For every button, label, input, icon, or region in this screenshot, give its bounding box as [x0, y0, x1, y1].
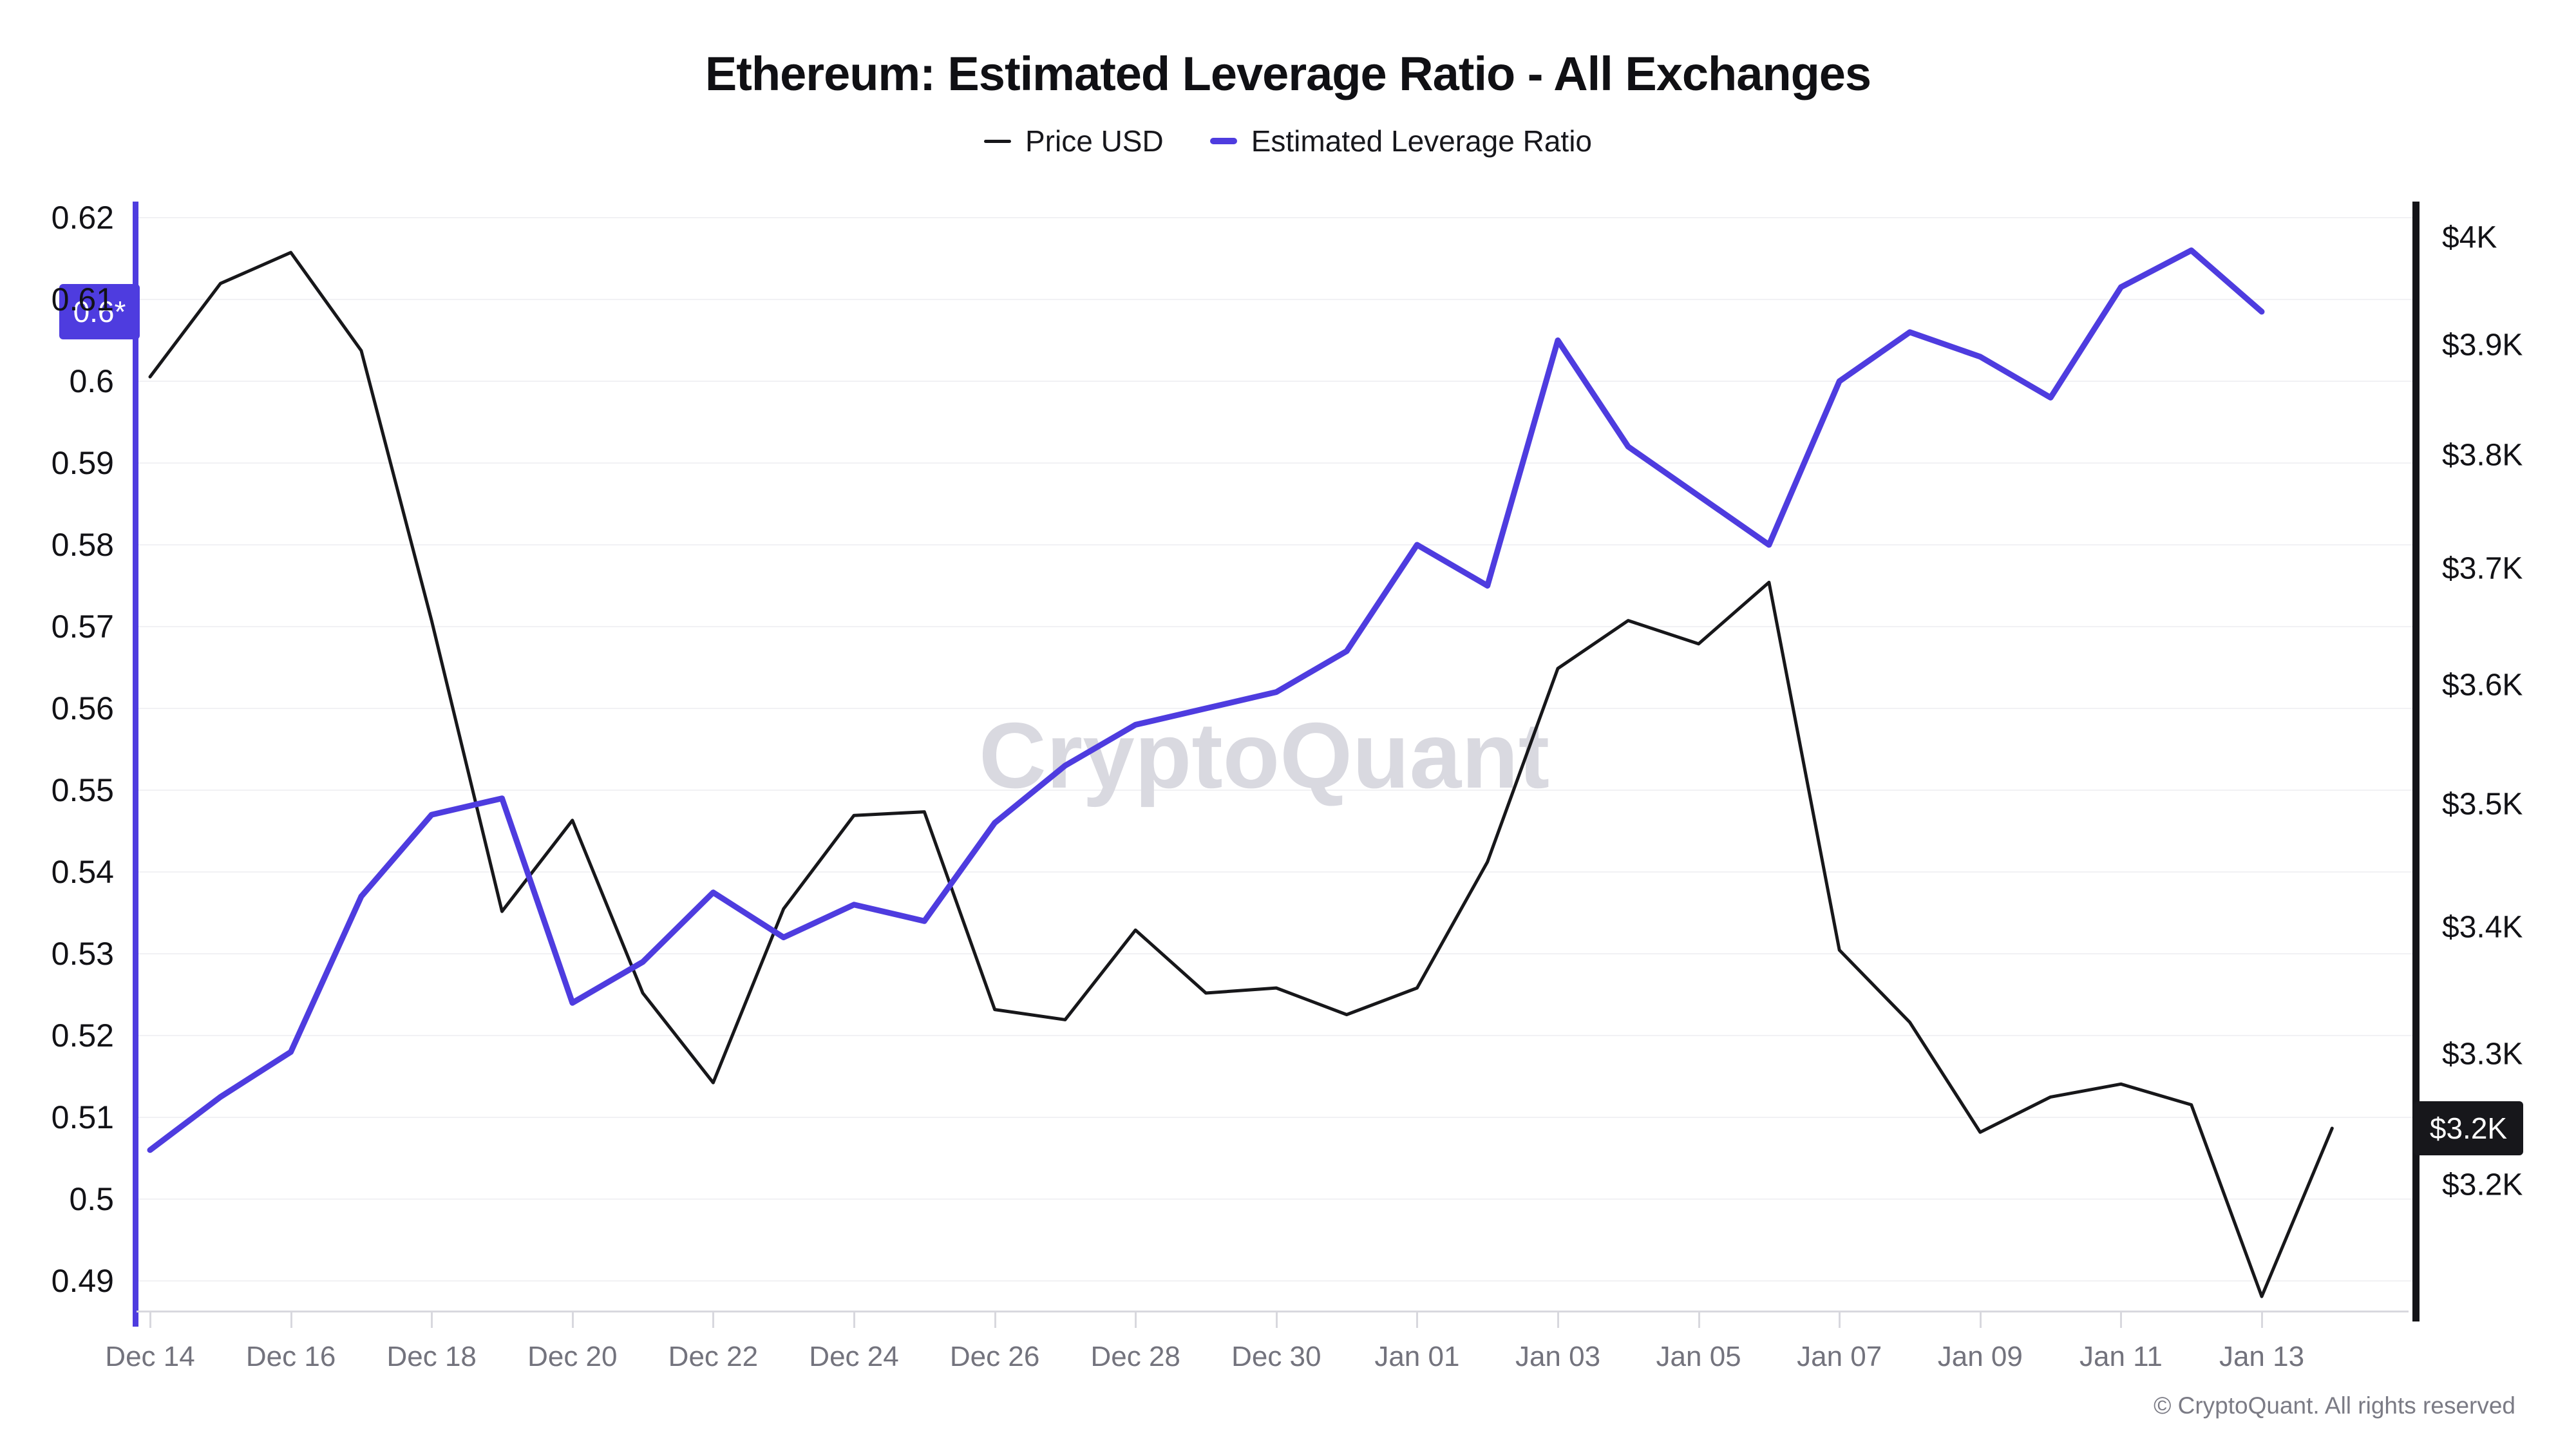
gridline — [138, 217, 2412, 218]
gridline — [138, 299, 2412, 300]
x-axis-tick-label: Dec 16 — [245, 1341, 336, 1372]
copyright-footer: © CryptoQuant. All rights reserved — [2154, 1392, 2515, 1419]
gridline — [138, 1117, 2412, 1118]
leverage-current-value: 0.6* — [73, 295, 126, 329]
x-axis-tick-label: Jan 11 — [2079, 1341, 2163, 1372]
x-axis-tick — [2120, 1311, 2123, 1328]
x-axis-tick — [994, 1311, 996, 1328]
gridline — [138, 462, 2412, 464]
right-axis-tick-label: $3.8K — [2442, 438, 2523, 473]
x-axis-tick — [1698, 1311, 1700, 1328]
left-axis-tick-label: 0.59 — [51, 445, 114, 481]
x-axis-tick-label: Jan 13 — [2219, 1341, 2305, 1372]
x-axis-tick — [290, 1311, 292, 1328]
left-axis-tick-label: 0.54 — [51, 854, 114, 890]
x-axis-tick — [2261, 1311, 2263, 1328]
legend-label-price-usd: Price USD — [1025, 124, 1164, 158]
watermark: CryptoQuant — [979, 703, 1550, 808]
x-axis-tick-label: Jan 07 — [1797, 1341, 1882, 1372]
leverage-current-value-badge: 0.6* — [59, 284, 140, 340]
x-axis-line — [137, 1311, 2409, 1312]
left-axis-line — [133, 202, 138, 1327]
right-axis-tick-label: $4K — [2442, 220, 2497, 255]
left-axis-tick-label: 0.61 — [51, 281, 114, 317]
right-axis-tick-label: $3.7K — [2442, 551, 2523, 586]
leverage-ratio-line[interactable] — [147, 247, 2265, 1153]
legend: Price USD Estimated Leverage Ratio — [0, 124, 2576, 158]
x-axis-tick-label: Dec 24 — [809, 1341, 899, 1372]
x-axis-tick-label: Dec 20 — [527, 1341, 618, 1372]
x-axis-tick-label: Dec 26 — [949, 1341, 1040, 1372]
x-axis-tick-label: Jan 01 — [1374, 1341, 1460, 1372]
left-axis-tick-label: 0.52 — [51, 1018, 114, 1054]
x-axis-tick-label: Jan 03 — [1515, 1341, 1601, 1372]
x-axis-tick — [571, 1311, 574, 1328]
x-axis-tick-label: Jan 09 — [1937, 1341, 2023, 1372]
x-axis-tick-label: Jan 05 — [1656, 1341, 1741, 1372]
left-axis-tick-label: 0.53 — [51, 936, 114, 972]
x-axis-tick — [1839, 1311, 1841, 1328]
right-axis-tick-label: $3.9K — [2442, 328, 2523, 363]
gridline — [138, 708, 2412, 709]
x-axis-tick — [1135, 1311, 1137, 1328]
gridline — [138, 626, 2412, 627]
right-axis-tick-label: $3.3K — [2442, 1037, 2523, 1072]
left-axis-tick-label: 0.57 — [51, 609, 114, 645]
right-axis-tick-label: $3.4K — [2442, 910, 2523, 945]
x-axis-tick — [712, 1311, 715, 1328]
left-axis-tick-label: 0.56 — [51, 690, 114, 726]
leverage-line-swatch-icon — [1209, 138, 1237, 144]
right-axis-line — [2412, 202, 2420, 1321]
price-line-swatch-icon — [983, 139, 1011, 143]
x-axis-tick-label: Dec 28 — [1090, 1341, 1180, 1372]
gridline — [138, 1198, 2412, 1200]
x-axis-tick — [1979, 1311, 1982, 1328]
price-usd-line[interactable] — [148, 251, 2334, 1298]
x-axis-tick-label: Dec 14 — [105, 1341, 195, 1372]
legend-label-leverage-ratio: Estimated Leverage Ratio — [1251, 124, 1592, 158]
gridline — [138, 544, 2412, 545]
gridline — [138, 790, 2412, 791]
gridline — [138, 381, 2412, 382]
right-axis-tick-label: $3.6K — [2442, 668, 2523, 703]
legend-item-price-usd[interactable]: Price USD — [983, 124, 1164, 158]
x-axis-tick-label: Dec 18 — [386, 1341, 477, 1372]
x-axis-tick — [149, 1311, 151, 1328]
x-axis-tick — [1416, 1311, 1419, 1328]
left-axis-tick-label: 0.58 — [51, 527, 114, 563]
left-axis-tick-label: 0.6 — [69, 363, 114, 399]
left-axis-tick-label: 0.51 — [51, 1099, 114, 1135]
x-axis-tick-label: Dec 22 — [668, 1341, 759, 1372]
right-axis-tick-label: $3.2K — [2442, 1168, 2523, 1202]
left-axis-tick-label: 0.49 — [51, 1263, 114, 1299]
gridline — [138, 953, 2412, 954]
gridline — [138, 1035, 2412, 1036]
x-axis-tick — [853, 1311, 855, 1328]
left-axis-tick-label: 0.62 — [51, 200, 114, 236]
x-axis-tick — [1557, 1311, 1559, 1328]
price-current-value-badge: $3.2K — [2414, 1101, 2523, 1155]
left-axis-tick-label: 0.5 — [69, 1181, 114, 1217]
price-current-value: $3.2K — [2429, 1112, 2508, 1145]
x-axis-tick-label: Dec 30 — [1231, 1341, 1321, 1372]
legend-item-leverage-ratio[interactable]: Estimated Leverage Ratio — [1209, 124, 1592, 158]
gridline — [138, 1280, 2412, 1282]
right-axis-tick-label: $3.5K — [2442, 787, 2523, 822]
gridline — [138, 871, 2412, 873]
left-axis-tick-label: 0.55 — [51, 772, 114, 808]
x-axis-tick — [1275, 1311, 1278, 1328]
page-title: Ethereum: Estimated Leverage Ratio - All… — [705, 47, 1871, 100]
x-axis-tick — [431, 1311, 433, 1328]
